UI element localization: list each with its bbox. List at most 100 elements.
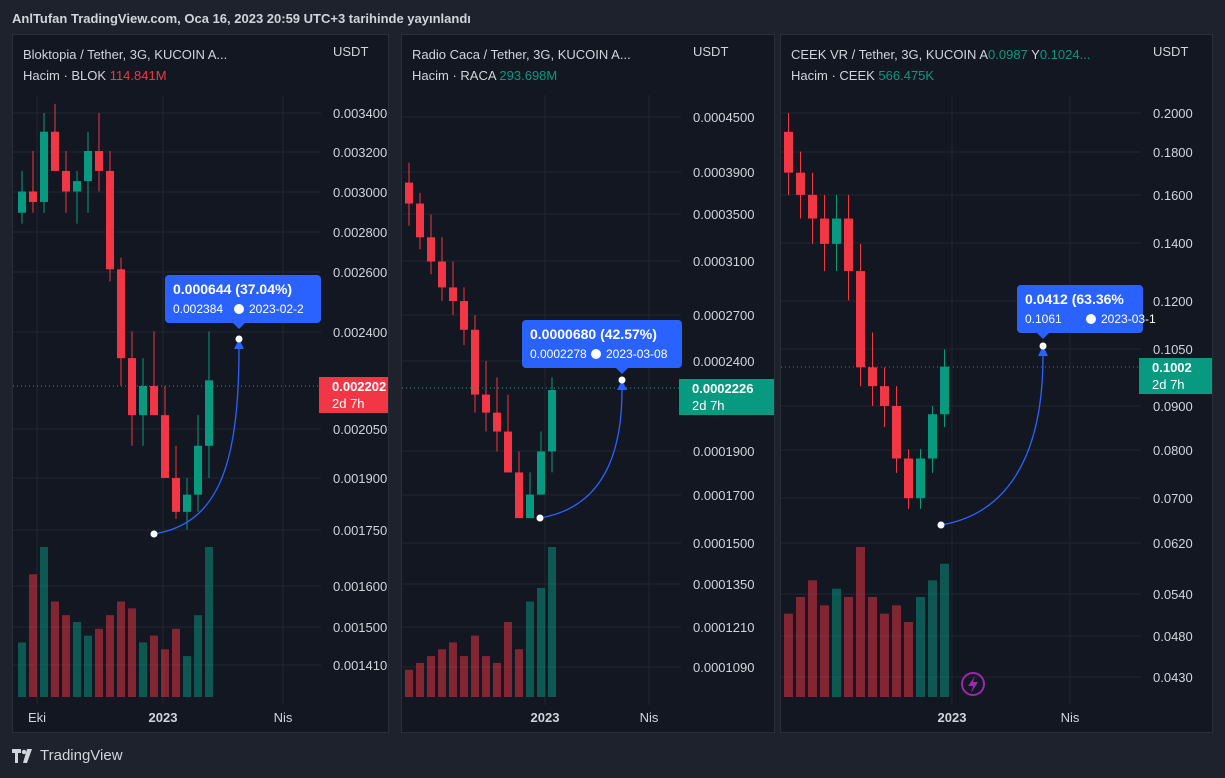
candle-body <box>548 390 556 452</box>
volume-bar <box>928 580 937 697</box>
candle-body <box>482 394 490 413</box>
candle-body <box>844 218 853 272</box>
volume-bar <box>438 649 446 697</box>
chart-svg: 0.0004500 0.0003900 0.0003500 0.0003100 0.00… <box>402 44 774 725</box>
volume-bar <box>460 656 468 697</box>
volume-bar <box>416 662 424 697</box>
volume-bar <box>471 635 479 697</box>
volume-bar <box>904 622 913 697</box>
candle-body <box>916 458 925 499</box>
candle-body <box>892 405 901 459</box>
candle-body <box>515 472 523 519</box>
candle-body <box>537 451 545 495</box>
y-tick-label: 0.0002400 <box>693 354 754 369</box>
candle-body <box>449 287 457 302</box>
annotation-date: 2023-03-08 <box>606 347 668 361</box>
volume-bar <box>844 597 853 697</box>
y-tick-label: 0.1050 <box>1153 342 1193 357</box>
annotation-target: 0.0002278 <box>530 347 587 361</box>
candle-body <box>62 170 70 192</box>
candle-body <box>194 445 202 495</box>
x-tick-label: Nis <box>1061 710 1080 725</box>
last-price-value: 0.0002226 <box>692 381 753 396</box>
y-tick-label: 0.002400 <box>333 325 387 340</box>
last-price-value: 0.1002 <box>1152 360 1192 375</box>
annotation-box <box>165 275 321 323</box>
annotation-date: 2023-02-2 <box>249 302 304 316</box>
last-price-badge <box>319 377 388 413</box>
volume-bar <box>183 656 191 697</box>
candle-body <box>904 458 913 499</box>
chart-panel-raca[interactable]: 0.0004500 0.0003900 0.0003500 0.0003100 0.00… <box>401 34 775 733</box>
volume-bar <box>868 597 877 697</box>
projection-arc <box>539 389 623 519</box>
volume-bar <box>172 628 180 697</box>
volume-bar <box>117 601 125 697</box>
candle-body <box>73 181 81 192</box>
y-tick-label: 0.1200 <box>1153 294 1193 309</box>
candle-body <box>51 131 59 171</box>
candle-body <box>139 386 147 416</box>
volume-bar <box>515 649 523 697</box>
end-dot <box>1039 342 1047 350</box>
chart-title[interactable]: CEEK VR / Tether, 3G, KUCOIN A0.0987 Y0.… <box>791 47 1091 62</box>
y-tick-label: 0.001410 <box>333 658 387 673</box>
candle-body <box>868 367 877 387</box>
chart-panel-ceek[interactable]: 0.2000 0.1800 0.1600 0.1400 0.1200 0.1050 0.09… <box>780 34 1213 733</box>
annotation-pointer <box>1037 333 1049 339</box>
volume-bar <box>449 642 457 697</box>
annotation-pointer <box>616 368 628 374</box>
candle-body <box>40 131 48 203</box>
annotation-date: 2023-03-1 <box>1101 312 1156 326</box>
volume-value: 293.698M <box>499 68 558 83</box>
ohlc-value: Y <box>1027 47 1040 62</box>
y-tick-label: 0.001500 <box>333 620 387 635</box>
volume-bar <box>940 563 949 697</box>
candle-body <box>820 218 829 244</box>
y-tick-label: 0.0004500 <box>693 110 754 125</box>
chart-title[interactable]: Bloktopia / Tether, 3G, KUCOIN A... <box>23 47 228 62</box>
end-dot <box>618 376 626 384</box>
candle-body <box>106 170 114 270</box>
candle-body <box>504 431 512 473</box>
candle-body <box>205 380 213 446</box>
candle-body <box>18 191 26 213</box>
candle-body <box>416 203 424 238</box>
y-tick-label: 0.0001900 <box>693 444 754 459</box>
last-price-badge <box>1139 358 1212 394</box>
chart-legend: Bloktopia / Tether, 3G, KUCOIN A... Hacim… <box>23 47 227 83</box>
projection-arrow <box>1038 346 1048 356</box>
volume-bar <box>194 615 202 697</box>
volume-label: Hacim · CEEK <box>791 68 879 83</box>
chart-title[interactable]: Radio Caca / Tether, 3G, KUCOIN A... <box>412 47 631 62</box>
volume-bar <box>139 642 147 697</box>
volume-bar <box>482 656 490 697</box>
candle-body <box>405 182 413 204</box>
candle-body <box>832 218 841 244</box>
y-tick-label: 0.0001500 <box>693 536 754 551</box>
volume-bar <box>820 605 829 697</box>
volume-bar <box>504 622 512 697</box>
volume-bar <box>784 613 793 697</box>
tradingview-footer[interactable]: TradingView <box>12 747 123 764</box>
chart-legend: CEEK VR / Tether, 3G, KUCOIN A0.0987 Y0.… <box>791 47 1090 83</box>
y-tick-label: 0.1600 <box>1153 188 1193 203</box>
currency-label: USDT <box>1153 44 1188 59</box>
y-tick-label: 0.0001090 <box>693 660 754 675</box>
volume-bar <box>548 547 556 697</box>
y-tick-label: 0.001750 <box>333 523 387 538</box>
start-dot <box>937 521 945 529</box>
volume-bar <box>18 642 26 697</box>
annotation-box <box>1017 285 1143 333</box>
chart-panel-blok[interactable]: 0.003400 0.003200 0.003000 0.002800 0.002600… <box>12 34 389 733</box>
y-tick-label: 0.002050 <box>333 422 387 437</box>
y-tick-label: 0.0003100 <box>693 254 754 269</box>
y-tick-label: 0.003400 <box>333 106 387 121</box>
volume-bar <box>128 608 136 697</box>
candle-body <box>493 412 501 432</box>
y-tick-label: 0.0900 <box>1153 399 1193 414</box>
volume-bar <box>916 597 925 697</box>
projection-arrow <box>617 380 627 390</box>
volume-bar <box>796 597 805 697</box>
x-tick-label: Nis <box>274 710 293 725</box>
